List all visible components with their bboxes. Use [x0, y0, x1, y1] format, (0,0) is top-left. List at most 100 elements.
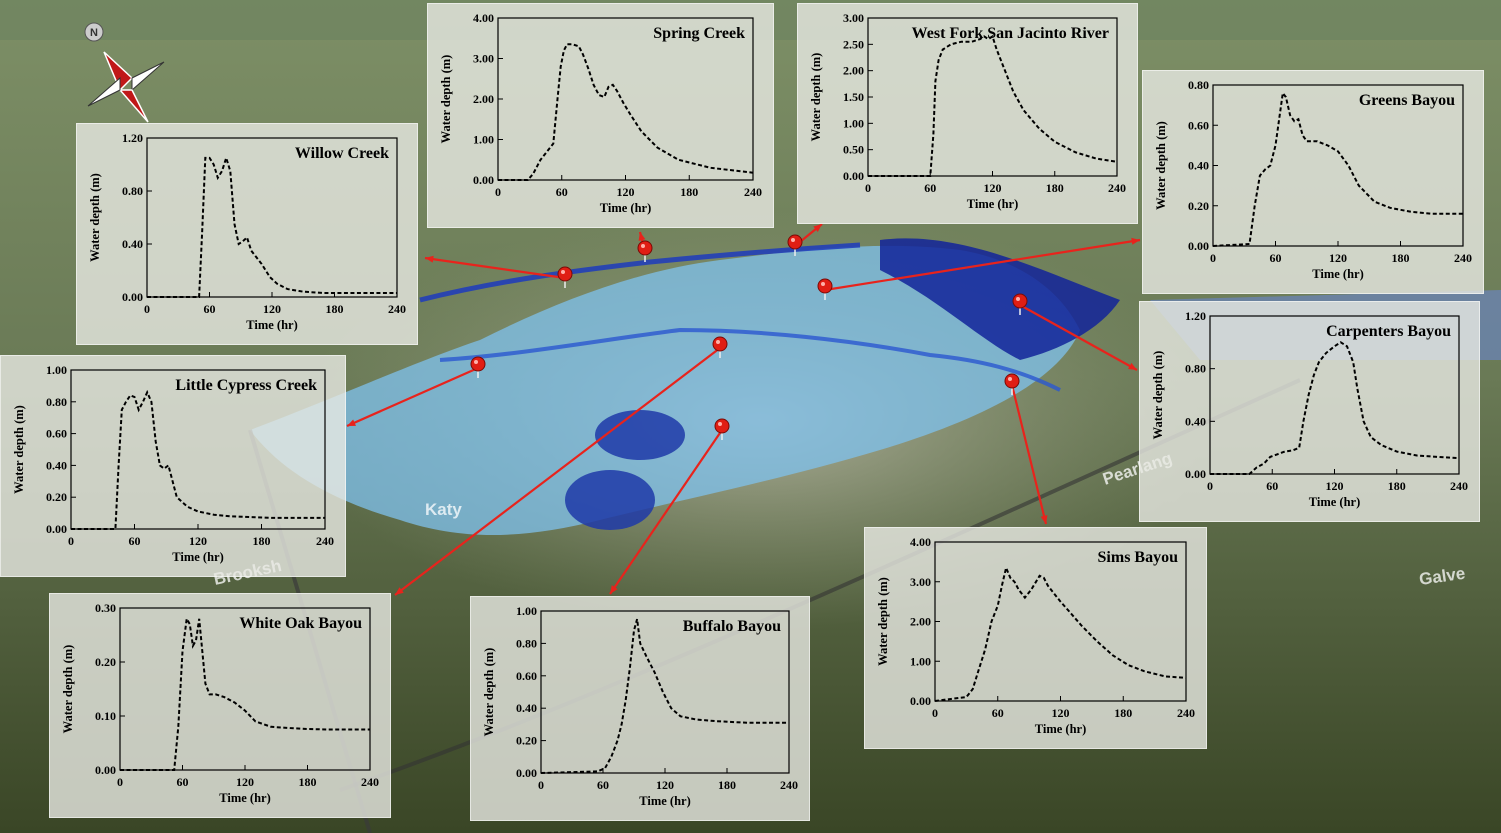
hydrograph-west-fork-san-jacinto: 0.00 0.50 1.00 1.50 2.00 2.50 3.00 0 60 120 180 240…: [797, 3, 1138, 224]
y-tick-label: 0.00: [122, 290, 143, 304]
y-tick-label: 0.00: [516, 766, 537, 780]
flood-extent-dark: [880, 238, 1120, 360]
x-tick-label: 240: [1177, 706, 1195, 720]
series-line-white-oak-bayou: [120, 615, 370, 771]
plot-frame: [119, 607, 371, 771]
y-tick-label: 1.20: [1185, 309, 1206, 323]
leader-arrowhead: [638, 232, 646, 241]
x-tick-label: 240: [780, 778, 798, 792]
y-tick-label: 0.40: [516, 701, 537, 715]
map-pin-icon: [637, 240, 653, 262]
hydrograph-carpenters-bayou: 0.00 0.40 0.80 1.20 0 60 120 180 240 Time (hr) Wat…: [1139, 301, 1480, 522]
y-tick-label: 4.00: [473, 11, 494, 25]
y-tick-label: 0.20: [516, 734, 537, 748]
leader-arrowhead: [395, 587, 404, 595]
x-tick-label: 60: [1270, 251, 1282, 265]
chart-title: Willow Creek: [295, 145, 389, 162]
x-tick-label: 120: [263, 302, 281, 316]
y-axis-label: Water depth (m): [12, 405, 26, 494]
x-tick-label: 0: [144, 302, 150, 316]
leader-arrowhead: [610, 585, 618, 594]
y-tick-label: 1.00: [46, 363, 67, 377]
chart-title: Greens Bayou: [1359, 92, 1455, 109]
map-pin-icon: [817, 278, 833, 300]
y-tick-label: 0.20: [95, 655, 116, 669]
map-pin-icon: [1004, 373, 1020, 395]
y-axis-label: Water depth (m): [1151, 351, 1165, 440]
x-tick-label: 60: [556, 185, 568, 199]
hydrograph-sims-bayou: 0.00 1.00 2.00 3.00 4.00 0 60 120 180 240 Time (hr…: [864, 527, 1207, 749]
x-axis-label: Time (hr): [1309, 495, 1361, 509]
x-tick-label: 180: [718, 778, 736, 792]
y-tick-label: 2.00: [843, 64, 864, 78]
hydrograph-willow-creek: 0.00 0.40 0.80 1.20 0 60 120 180 240 Time (hr) Wat…: [76, 123, 418, 345]
y-tick-label: 0.80: [1185, 362, 1206, 376]
leader-lines: [346, 223, 1141, 596]
y-axis-label: Water depth (m): [809, 53, 823, 142]
y-tick-label: 0.00: [46, 522, 67, 536]
x-tick-label: 180: [680, 185, 698, 199]
y-tick-label: 0.00: [1185, 467, 1206, 481]
x-tick-label: 0: [865, 181, 871, 195]
x-tick-label: 60: [204, 302, 216, 316]
chart-svg: 0.00 0.40 0.80 1.20 0 60 120 180 240 Time (hr) Wat…: [1151, 309, 1468, 509]
leader-line: [1019, 304, 1138, 371]
y-tick-label: 0.80: [122, 184, 143, 198]
x-axis-label: Time (hr): [1035, 722, 1087, 736]
x-tick-label: 240: [388, 302, 406, 316]
map-pin-icon: [712, 336, 728, 358]
y-tick-label: 2.00: [473, 92, 494, 106]
chart-svg: 0.00 0.20 0.40 0.60 0.80 1.00 0 60 120 180 240 Time…: [12, 363, 334, 564]
x-tick-label: 0: [538, 778, 544, 792]
y-tick-label: 0.40: [1185, 414, 1206, 428]
y-tick-label: 0.00: [1188, 239, 1209, 253]
y-tick-label: 0.60: [516, 669, 537, 683]
map-pin-icon: [714, 418, 730, 440]
series-line-buffalo-bayou: [540, 618, 789, 774]
x-axis-label: Time (hr): [246, 318, 298, 332]
leader-arrowhead: [813, 224, 822, 232]
leader-line: [1010, 384, 1048, 525]
series-line-willow-creek: [147, 154, 397, 298]
y-tick-label: 0.40: [122, 237, 143, 251]
chart-title: Buffalo Bayou: [683, 618, 781, 635]
y-tick-label: 0.30: [95, 601, 116, 615]
x-tick-label: 0: [1207, 479, 1213, 493]
chart-svg: 0.00 0.50 1.00 1.50 2.00 2.50 3.00 0 60 120 180 240…: [809, 11, 1126, 211]
y-tick-label: 0.00: [95, 763, 116, 777]
chart-title: Sims Bayou: [1098, 549, 1179, 566]
y-axis-label: Water depth (m): [482, 648, 496, 737]
y-tick-label: 2.50: [843, 37, 864, 51]
x-tick-label: 120: [1326, 479, 1344, 493]
x-tick-label: 180: [1046, 181, 1064, 195]
series-line-carpenters-bayou: [1210, 341, 1460, 475]
x-axis-label: Time (hr): [967, 197, 1019, 211]
x-tick-label: 240: [1450, 479, 1468, 493]
series-line-sims-bayou: [934, 564, 1187, 702]
leader-arrowhead: [1040, 515, 1048, 524]
x-tick-label: 240: [361, 775, 379, 789]
x-tick-label: 180: [1392, 251, 1410, 265]
x-tick-label: 60: [597, 778, 609, 792]
series-line-little-cypress-creek: [71, 389, 325, 530]
reservoir-barker: [565, 470, 655, 530]
chart-title: West Fork San Jacinto River: [912, 25, 1109, 42]
y-axis-label: Water depth (m): [439, 55, 453, 144]
x-axis-label: Time (hr): [1312, 267, 1364, 281]
y-tick-label: 0.00: [843, 169, 864, 183]
map-pin-icon: [787, 234, 803, 256]
chart-title: Little Cypress Creek: [175, 377, 317, 394]
plot-frame: [540, 610, 790, 774]
chart-svg: 0.00 0.40 0.80 1.20 0 60 120 180 240 Time (hr) Wat…: [88, 131, 406, 332]
y-axis-label: Water depth (m): [88, 173, 102, 262]
x-tick-label: 240: [316, 534, 334, 548]
chart-title: Carpenters Bayou: [1326, 323, 1451, 340]
y-tick-label: 4.00: [910, 535, 931, 549]
location-pins: [470, 234, 1028, 440]
map-pin-icon: [470, 356, 486, 378]
chart-svg: 0.00 0.20 0.40 0.60 0.80 1.00 0 60 120 180 240 Time…: [482, 604, 798, 808]
hydrograph-greens-bayou: 0.00 0.20 0.40 0.60 0.80 0 60 120 180 240 Time (hr…: [1142, 70, 1484, 294]
compass-icon: N: [84, 22, 165, 123]
y-tick-label: 2.00: [910, 615, 931, 629]
x-tick-label: 60: [129, 534, 141, 548]
